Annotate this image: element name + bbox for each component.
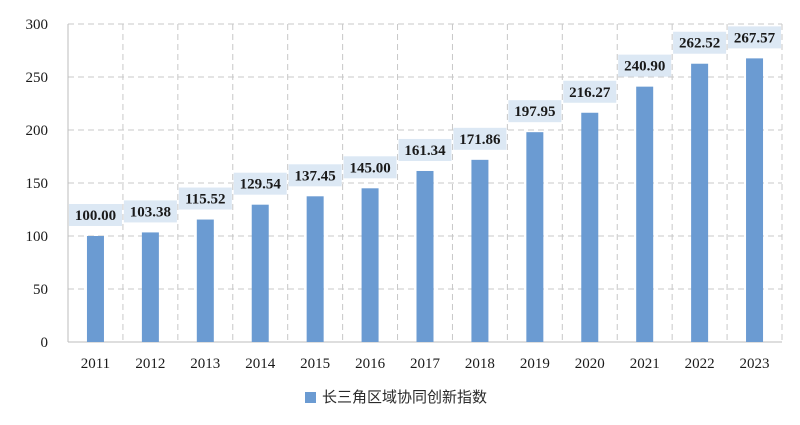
bar [691, 63, 709, 343]
bar [526, 132, 544, 342]
data-label-background [453, 127, 507, 150]
bars [86, 58, 764, 343]
y-tick-label: 0 [41, 335, 49, 351]
x-tick-label: 2017 [410, 356, 441, 372]
x-tick-label: 2015 [300, 356, 330, 372]
y-tick-label: 150 [26, 176, 49, 192]
bar [86, 236, 104, 342]
y-axis-tick-labels: 0 50 100 150 200 250 300 [26, 17, 49, 351]
data-label-background [343, 156, 397, 179]
data-label-background [233, 172, 287, 195]
x-tick-label: 2018 [465, 356, 495, 372]
bar [471, 159, 489, 342]
y-tick-label: 300 [26, 17, 49, 33]
x-tick-label: 2014 [245, 356, 276, 372]
data-label: 100.00 [75, 208, 116, 224]
x-tick-label: 2023 [740, 356, 770, 372]
x-tick-label: 2016 [355, 356, 386, 372]
x-tick-label: 2012 [135, 356, 165, 372]
bar [196, 219, 214, 342]
x-tick-label: 2019 [520, 356, 550, 372]
data-label-background [563, 80, 617, 103]
data-label: 103.38 [130, 204, 171, 220]
data-label: 171.86 [459, 132, 501, 148]
x-tick-label: 2011 [81, 356, 110, 372]
data-label-background [123, 200, 177, 223]
data-label: 267.57 [734, 30, 776, 46]
data-label-background [288, 164, 342, 187]
legend-label: 长三角区域协同创新指数 [322, 388, 487, 406]
data-label: 216.27 [569, 85, 611, 101]
y-tick-label: 250 [26, 70, 49, 86]
data-label: 197.95 [514, 104, 555, 120]
data-label: 129.54 [240, 177, 282, 193]
data-label-background [728, 26, 782, 49]
data-labels: 100.00 103.38 115.52 129.54 137.45 145.00 161.… [68, 26, 782, 226]
y-tick-label: 200 [26, 123, 49, 139]
data-label-background [618, 54, 672, 77]
data-label-background [508, 100, 562, 123]
data-label-background [178, 187, 232, 210]
bar [251, 204, 269, 342]
data-label-background [398, 138, 452, 161]
bar [636, 86, 654, 342]
x-tick-label: 2020 [575, 356, 605, 372]
x-tick-label: 2013 [190, 356, 220, 372]
bar [416, 170, 434, 342]
data-label: 115.52 [185, 192, 225, 208]
data-label: 240.90 [624, 59, 665, 75]
data-label: 145.00 [349, 160, 390, 176]
x-tick-label: 2022 [685, 356, 715, 372]
data-label: 137.45 [295, 168, 336, 184]
data-label-background [68, 204, 122, 226]
data-label: 161.34 [404, 143, 446, 159]
bar [361, 188, 379, 342]
bar [581, 112, 599, 342]
legend: 长三角区域协同创新指数 [305, 388, 487, 406]
bar [746, 58, 764, 343]
x-axis-tick-labels: 2011 2012 2013 2014 2015 2016 2017 2018 2019 2020… [81, 356, 770, 372]
data-label-background [673, 31, 727, 54]
legend-swatch [305, 392, 316, 403]
x-tick-label: 2021 [630, 356, 660, 372]
gridlines [67, 23, 783, 343]
data-label: 262.52 [679, 36, 720, 52]
y-tick-label: 50 [33, 282, 48, 298]
bar [306, 196, 324, 342]
y-tick-label: 100 [26, 229, 49, 245]
bar [141, 232, 159, 342]
